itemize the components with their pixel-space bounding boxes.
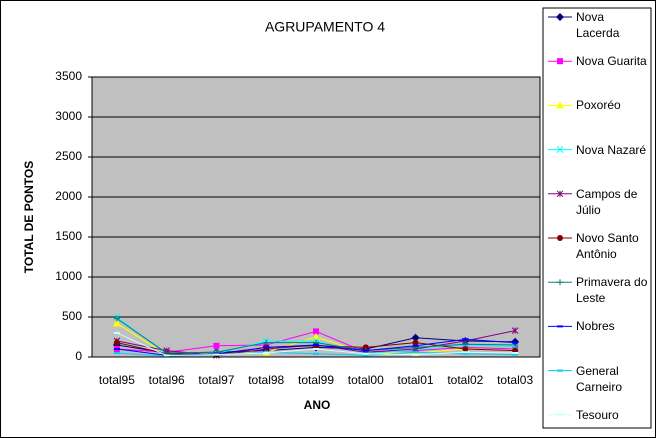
- data-point: [462, 346, 469, 352]
- data-point: [312, 333, 320, 340]
- x-tick-label: total98: [248, 373, 284, 387]
- legend-marker: [556, 146, 564, 153]
- x-tick-label: total99: [298, 373, 334, 387]
- legend-marker: [557, 58, 563, 65]
- legend-entry: Nova Lacerda: [576, 10, 620, 40]
- data-point: [362, 344, 369, 351]
- legend-entry: Nobres: [576, 319, 615, 334]
- y-tick-label: 3000: [55, 109, 82, 123]
- legend-label: Nova Guarita: [576, 54, 647, 69]
- x-tick-label: total95: [99, 373, 135, 387]
- legend-entry: Primavera do Leste: [576, 275, 648, 306]
- x-axis-label: ANO: [304, 398, 331, 412]
- data-point: [462, 341, 469, 348]
- data-point: [511, 327, 519, 334]
- y-tick-label: 0: [75, 349, 82, 363]
- data-point: [113, 315, 120, 322]
- legend-entry: Tesouro: [576, 407, 619, 422]
- legend-marker: [556, 190, 564, 198]
- data-point: [112, 319, 121, 327]
- legend-label: Novo Santo Antônio: [576, 231, 639, 261]
- chart-title: AGRUPAMENTO 4: [265, 19, 385, 35]
- x-tick-label: total96: [149, 373, 185, 387]
- legend-label: Primavera do Leste: [576, 275, 648, 306]
- legend-label: Nova Lacerda: [576, 10, 620, 40]
- legend-label: Tesouro: [576, 407, 619, 422]
- legend-entry: Nova Guarita: [576, 54, 647, 69]
- y-tick-label: 2000: [55, 189, 82, 203]
- data-point: [412, 339, 419, 346]
- legend-entry: Nova Nazaré: [576, 142, 647, 157]
- y-tick-label: 500: [62, 309, 82, 323]
- y-tick-label: 1000: [55, 269, 82, 283]
- x-tick-label: total02: [447, 373, 483, 387]
- legend-entry: Novo Santo Antônio: [576, 231, 639, 261]
- legend-label: Poxoréo: [576, 98, 621, 113]
- legend-label: General Carneiro: [576, 363, 623, 394]
- legend-marker: [557, 279, 563, 286]
- legend-entry: General Carneiro: [576, 363, 623, 394]
- x-tick-label: total97: [198, 373, 234, 387]
- legend-label: Nova Nazaré: [576, 142, 647, 157]
- legend-marker: [556, 13, 564, 21]
- legend-label: Campos de Júlio: [576, 186, 638, 217]
- legend-entry: Campos de Júlio: [576, 186, 638, 217]
- x-tick-label: total01: [398, 373, 434, 387]
- legend-label: Nobres: [576, 319, 615, 334]
- data-point: [213, 342, 220, 349]
- data-point: [113, 339, 120, 346]
- legend-entry: Poxoréo: [576, 98, 621, 113]
- legend-marker: [557, 235, 563, 241]
- y-tick-label: 2500: [55, 149, 82, 163]
- x-tick-label: total03: [497, 373, 533, 387]
- data-point: [411, 333, 420, 342]
- y-axis-label: TOTAL DE PONTOS: [22, 161, 36, 273]
- y-tick-label: 3500: [55, 69, 82, 83]
- data-point: [263, 339, 270, 346]
- data-point: [313, 328, 319, 335]
- y-tick-label: 1500: [55, 229, 82, 243]
- legend: [542, 7, 652, 429]
- legend-marker: [556, 101, 564, 109]
- x-tick-label: total00: [348, 373, 384, 387]
- plot-area: [91, 76, 541, 358]
